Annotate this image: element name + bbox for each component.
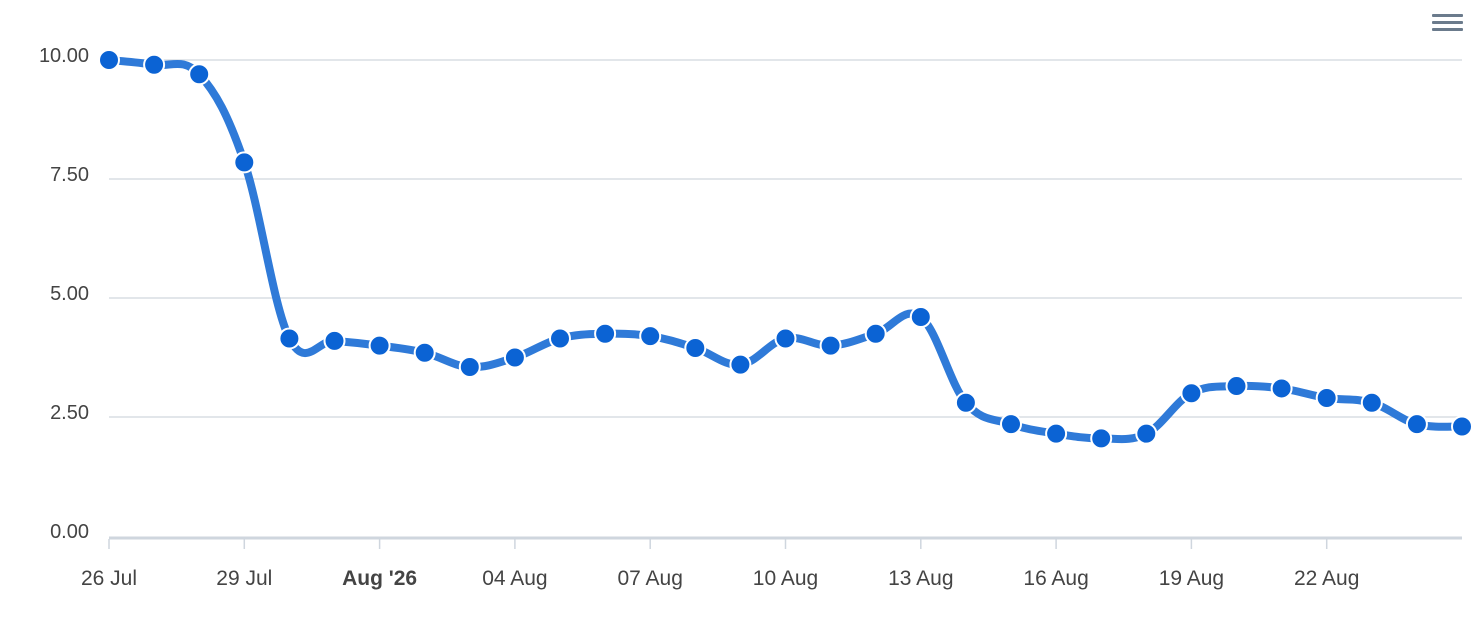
data-point[interactable]: [1090, 427, 1113, 450]
data-point[interactable]: [458, 356, 481, 379]
x-tick-label: 19 Aug: [1159, 567, 1224, 590]
y-tick-label: 10.00: [39, 45, 89, 67]
data-point[interactable]: [413, 341, 436, 364]
series: [105, 56, 1466, 444]
x-tick-label: 10 Aug: [753, 567, 818, 590]
y-tick-label: 7.50: [50, 164, 89, 186]
data-point[interactable]: [188, 63, 211, 86]
data-point[interactable]: [909, 306, 932, 329]
x-tick-label: Aug '26: [342, 567, 417, 590]
data-point[interactable]: [1045, 422, 1068, 445]
grid-lines: [109, 59, 1462, 418]
y-tick-label: 0.00: [50, 521, 89, 543]
data-point[interactable]: [98, 49, 120, 71]
data-point[interactable]: [143, 53, 166, 76]
data-point[interactable]: [1225, 375, 1248, 398]
x-tick-label: 13 Aug: [888, 567, 953, 590]
y-tick-label: 5.00: [50, 283, 89, 305]
data-point[interactable]: [1405, 413, 1428, 436]
y-axis-labels: 0.00 2.50 5.00 7.50 10.00: [39, 45, 89, 543]
data-point[interactable]: [1180, 382, 1203, 405]
data-point[interactable]: [368, 334, 391, 357]
data-point[interactable]: [1451, 415, 1473, 438]
data-point[interactable]: [503, 346, 526, 369]
data-point[interactable]: [278, 327, 301, 350]
series-line: [105, 56, 1466, 444]
data-point[interactable]: [729, 353, 752, 376]
x-axis: [108, 536, 1462, 549]
x-tick-label: 16 Aug: [1023, 567, 1088, 590]
data-point[interactable]: [684, 336, 707, 359]
data-point[interactable]: [819, 334, 842, 357]
x-tick-label: 26 Jul: [81, 567, 137, 590]
data-point[interactable]: [1360, 391, 1383, 414]
x-tick-label: 07 Aug: [617, 567, 682, 590]
data-point[interactable]: [639, 325, 662, 348]
data-point[interactable]: [549, 327, 571, 350]
x-tick-label: 29 Jul: [216, 567, 272, 590]
data-point[interactable]: [954, 391, 977, 414]
x-tick-label: 04 Aug: [482, 567, 547, 590]
y-tick-label: 2.50: [50, 402, 89, 424]
data-point[interactable]: [233, 151, 256, 174]
data-point[interactable]: [774, 327, 797, 350]
data-point[interactable]: [594, 322, 617, 345]
data-point[interactable]: [323, 329, 346, 352]
x-tick-label: 22 Aug: [1294, 567, 1359, 590]
data-point[interactable]: [1270, 377, 1293, 400]
data-point[interactable]: [1000, 413, 1022, 436]
data-point[interactable]: [1315, 386, 1338, 409]
x-axis-labels: 26 Jul 29 Jul Aug '26 04 Aug 07 Aug 10 Aug 13 …: [81, 567, 1359, 590]
data-point[interactable]: [864, 322, 887, 345]
hamburger-menu-icon[interactable]: [1428, 8, 1468, 40]
data-point[interactable]: [1135, 422, 1158, 445]
series-markers: [98, 49, 1473, 450]
